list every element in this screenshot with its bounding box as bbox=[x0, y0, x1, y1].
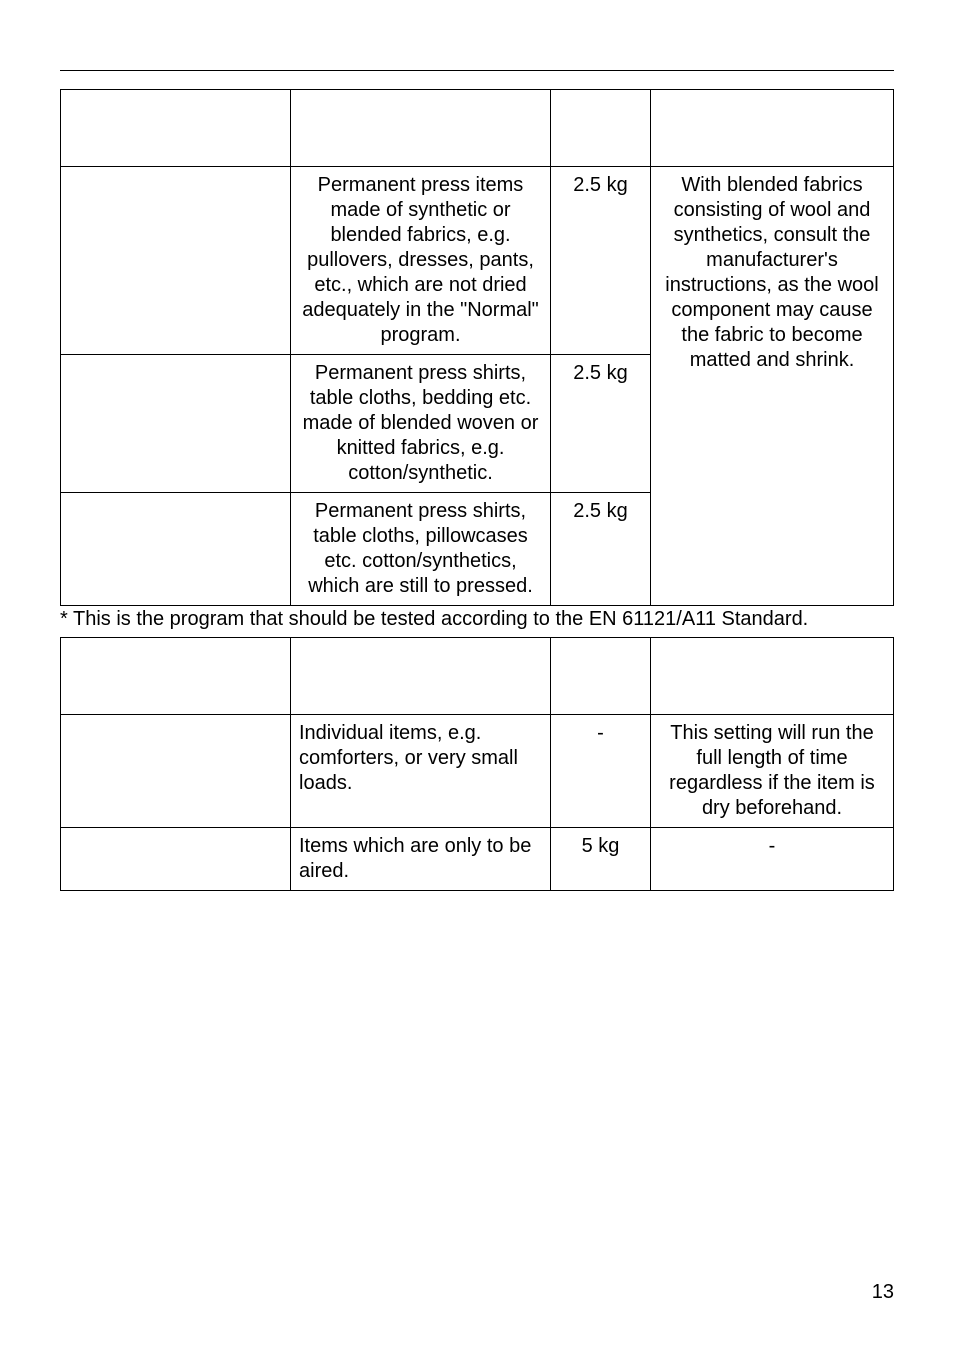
notes-cell: This setting will run the full length of… bbox=[651, 715, 894, 828]
top-rule bbox=[60, 70, 894, 71]
program-table-1: Permanent press items made of synthetic … bbox=[60, 89, 894, 606]
load-cell: 2.5 kg bbox=[551, 167, 651, 355]
program-cell bbox=[61, 355, 291, 493]
load-cell: 2.5 kg bbox=[551, 493, 651, 606]
table-row: Items which are only to be aired. 5 kg - bbox=[61, 828, 894, 891]
load-cell: 2.5 kg bbox=[551, 355, 651, 493]
program-cell bbox=[61, 828, 291, 891]
page-number: 13 bbox=[872, 1281, 894, 1304]
fabric-cell: Items which are only to be aired. bbox=[291, 828, 551, 891]
notes-cell: - bbox=[651, 828, 894, 891]
header-cell-notes bbox=[651, 90, 894, 167]
load-cell: 5 kg bbox=[551, 828, 651, 891]
fabric-cell: Individual items, e.g. comforters, or ve… bbox=[291, 715, 551, 828]
header-cell-load bbox=[551, 638, 651, 715]
header-cell-fabric bbox=[291, 90, 551, 167]
header-cell-program bbox=[61, 90, 291, 167]
program-table-2: Individual items, e.g. comforters, or ve… bbox=[60, 637, 894, 891]
fabric-cell: Permanent press shirts, table cloths, pi… bbox=[291, 493, 551, 606]
table-row: Individual items, e.g. comforters, or ve… bbox=[61, 715, 894, 828]
fabric-cell: Permanent press shirts, table cloths, be… bbox=[291, 355, 551, 493]
header-cell-notes bbox=[651, 638, 894, 715]
footnote-text: * This is the program that should be tes… bbox=[60, 608, 894, 631]
program-cell bbox=[61, 493, 291, 606]
program-cell bbox=[61, 715, 291, 828]
table-header-row bbox=[61, 90, 894, 167]
load-cell: - bbox=[551, 715, 651, 828]
header-cell-fabric bbox=[291, 638, 551, 715]
table-header-row bbox=[61, 638, 894, 715]
header-cell-load bbox=[551, 90, 651, 167]
fabric-cell: Permanent press items made of synthetic … bbox=[291, 167, 551, 355]
notes-cell: With blended fabrics consisting of wool … bbox=[651, 167, 894, 606]
program-cell bbox=[61, 167, 291, 355]
header-cell-program bbox=[61, 638, 291, 715]
table-row: Permanent press items made of synthetic … bbox=[61, 167, 894, 355]
